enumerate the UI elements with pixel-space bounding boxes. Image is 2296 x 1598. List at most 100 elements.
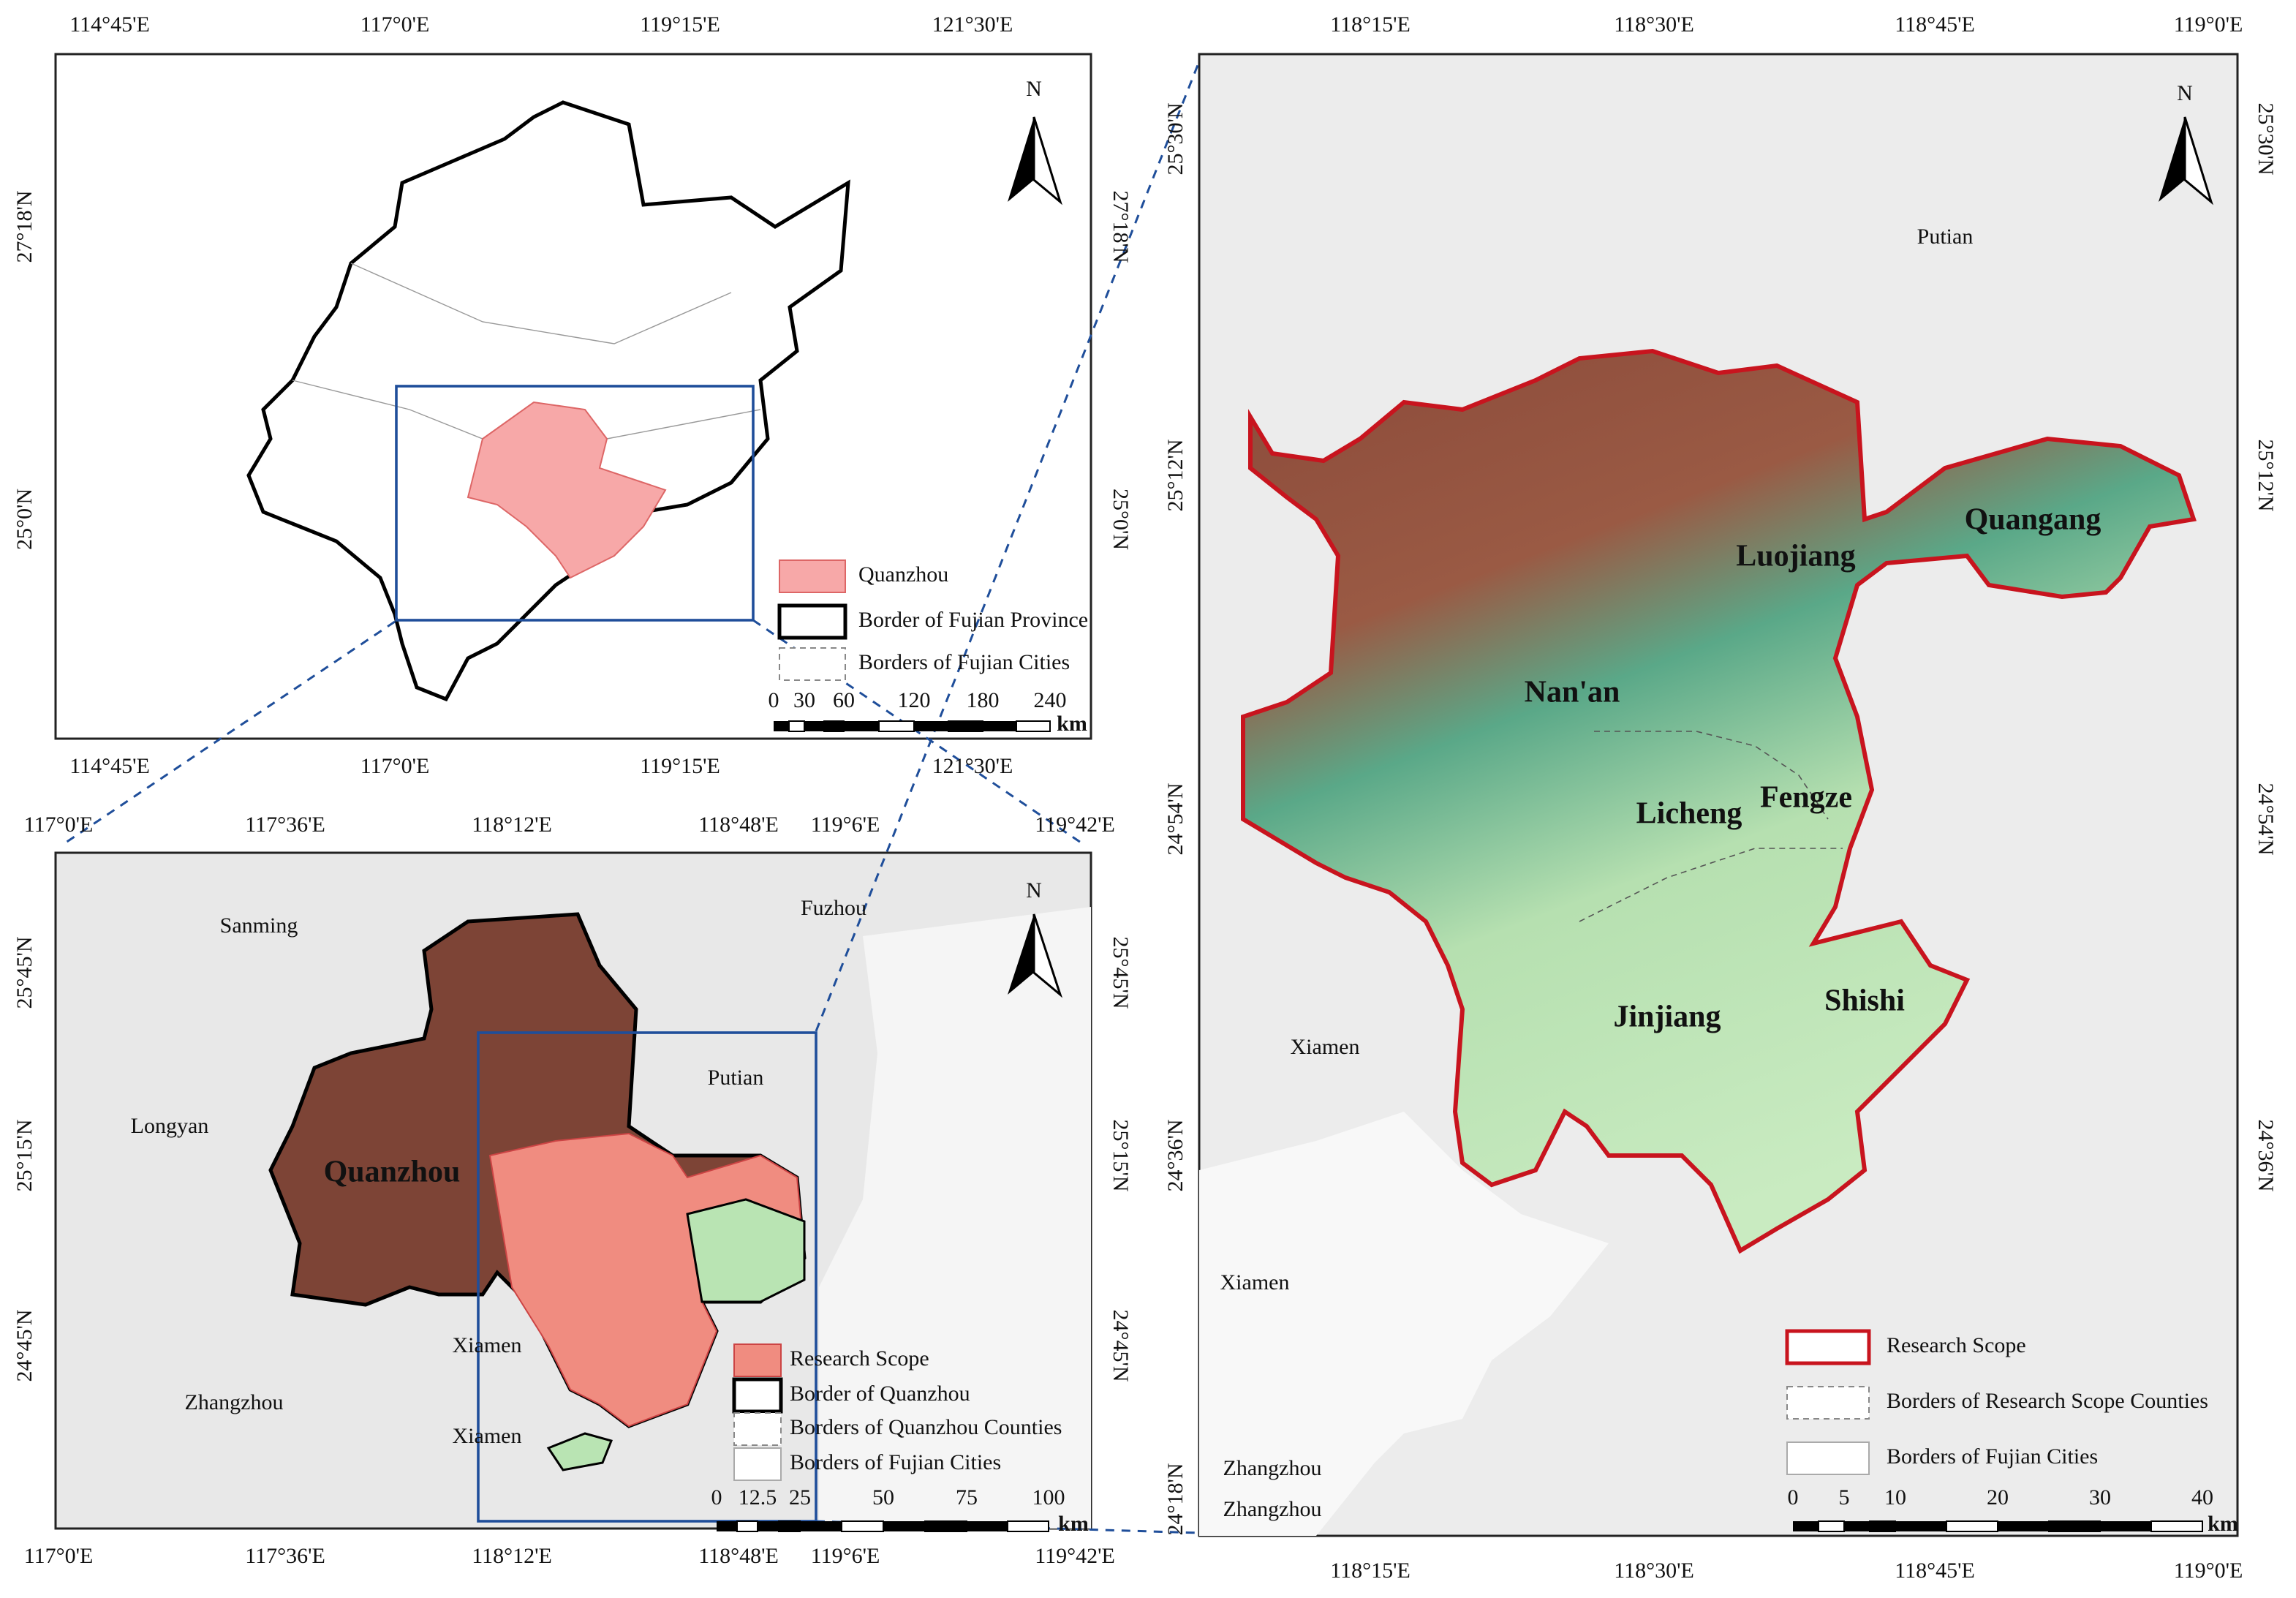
scale-label: 40: [2191, 1485, 2213, 1510]
legend-label: Borders of Research Scope Counties: [1887, 1389, 2208, 1413]
place-label: Jinjiang: [1613, 1000, 1721, 1034]
island: [546, 1432, 613, 1471]
place-label: Luojiang: [1736, 540, 1855, 573]
x-tick-label: 118°45'E: [1895, 12, 1975, 37]
x-tick-label: 114°45'E: [69, 12, 150, 37]
legend-label: Border of Quanzhou: [790, 1382, 970, 1406]
north-arrow: [1032, 116, 1062, 206]
x-tick-label: 117°0'E: [360, 12, 430, 37]
x-tick-label: 118°30'E: [1614, 1559, 1694, 1583]
x-tick-label: 118°15'E: [1330, 1559, 1411, 1583]
legend-swatch: [1785, 1329, 1871, 1365]
place-label: Putian: [708, 1066, 764, 1090]
y-tick-label: 25°30'N: [1163, 102, 1187, 175]
scale-label: 75: [956, 1485, 978, 1510]
x-tick-label: 118°45'E: [1895, 1559, 1975, 1583]
legend-label: Research Scope: [790, 1346, 929, 1371]
place-label: Fuzhou: [801, 896, 866, 920]
quanzhou-area: [467, 401, 667, 579]
scale-unit: km: [1057, 712, 1087, 736]
north-label: N: [1026, 878, 1042, 902]
legend-swatch: [779, 647, 846, 681]
city-borders: [350, 263, 732, 344]
place-label: Quangang: [1965, 503, 2101, 537]
place-label: Xiamen: [453, 1333, 522, 1357]
county-borders: [1579, 848, 1843, 922]
x-tick-label: 119°15'E: [640, 754, 720, 778]
legend-label: Border of Fujian Province: [858, 608, 1088, 632]
extent-box: [395, 385, 755, 622]
scale-segment: [1895, 1521, 1946, 1531]
north-arrow: [2159, 117, 2185, 202]
north-arrow: [1008, 117, 1034, 202]
scale-segment: [1007, 1520, 1049, 1532]
legend-label: Borders of Fujian Cities: [858, 650, 1070, 674]
north-arrow: [2183, 116, 2213, 206]
place-label: Longyan: [131, 1114, 209, 1138]
x-tick-label: 119°6'E: [811, 1544, 880, 1568]
scale-label: 0: [1788, 1485, 1799, 1510]
place-label: Nan'an: [1525, 676, 1620, 709]
legend-label: Borders of Fujian Cities: [1887, 1444, 2098, 1469]
scale-unit: km: [1058, 1512, 1089, 1536]
scale-label: 60: [833, 688, 855, 712]
scale-segment: [914, 721, 948, 731]
scale-segment: [924, 1520, 967, 1532]
x-tick-label: 118°15'E: [1330, 12, 1411, 37]
scale-label: 100: [1032, 1485, 1065, 1510]
legend-swatch: [777, 603, 847, 640]
scale-label: 25: [789, 1485, 811, 1510]
scale-label: 30: [2089, 1485, 2111, 1510]
x-tick-label: 118°48'E: [698, 1544, 779, 1568]
quangang-area: [686, 1198, 806, 1303]
x-tick-label: 118°30'E: [1614, 12, 1694, 37]
scale-segment: [1016, 720, 1051, 732]
scale-segment: [823, 720, 845, 732]
y-tick-label: 24°45'N: [1109, 1309, 1133, 1382]
north-label: N: [1026, 77, 1042, 101]
x-tick-label: 118°48'E: [698, 813, 779, 837]
y-tick-label: 25°30'N: [2254, 102, 2278, 175]
x-tick-label: 119°42'E: [1035, 1544, 1115, 1568]
scale-segment: [1998, 1521, 2049, 1531]
scale-segment: [1869, 1520, 1896, 1532]
scale-label: 240: [1034, 688, 1067, 712]
x-tick-label: 117°36'E: [245, 813, 325, 837]
x-tick-label: 118°12'E: [472, 1544, 552, 1568]
legend-swatch: [732, 1377, 783, 1414]
x-tick-label: 121°30'E: [932, 12, 1013, 37]
y-tick-label: 24°54'N: [2254, 783, 2278, 855]
scale-segment: [883, 1521, 925, 1531]
legend-swatch: [733, 1343, 782, 1377]
fujian-outline: [246, 100, 850, 702]
scale-segment: [736, 1520, 758, 1532]
legend-label: Borders of Quanzhou Counties: [790, 1415, 1062, 1439]
north-arrow: [1008, 914, 1034, 995]
x-tick-label: 119°0'E: [2174, 12, 2243, 37]
place-label: Shishi: [1824, 984, 1905, 1018]
scale-unit: km: [2208, 1512, 2238, 1536]
scale-segment: [788, 720, 805, 732]
scale-label: 0: [769, 688, 779, 712]
y-tick-label: 25°12'N: [2254, 439, 2278, 511]
legend-swatch: [779, 559, 846, 593]
scale-segment: [2150, 1520, 2203, 1532]
place-label: Zhangzhou: [1223, 1497, 1322, 1521]
scale-label: 5: [1839, 1485, 1850, 1510]
scale-segment: [948, 720, 983, 732]
x-tick-label: 117°0'E: [360, 754, 430, 778]
extent-box: [477, 1031, 817, 1523]
y-tick-label: 25°45'N: [12, 936, 37, 1009]
scale-segment: [758, 1521, 779, 1531]
y-tick-label: 25°12'N: [1163, 439, 1187, 511]
y-tick-label: 27°18'N: [1109, 190, 1133, 263]
y-tick-label: 25°45'N: [1109, 936, 1133, 1009]
legend-swatch: [733, 1412, 782, 1446]
scale-segment: [1818, 1520, 1845, 1532]
x-tick-label: 114°45'E: [69, 754, 150, 778]
place-label: Xiamen: [453, 1424, 522, 1448]
scale-segment: [1946, 1520, 1998, 1532]
x-tick-label: 117°0'E: [24, 1544, 94, 1568]
y-tick-label: 25°0'N: [1109, 489, 1133, 550]
scale-label: 20: [1987, 1485, 2009, 1510]
